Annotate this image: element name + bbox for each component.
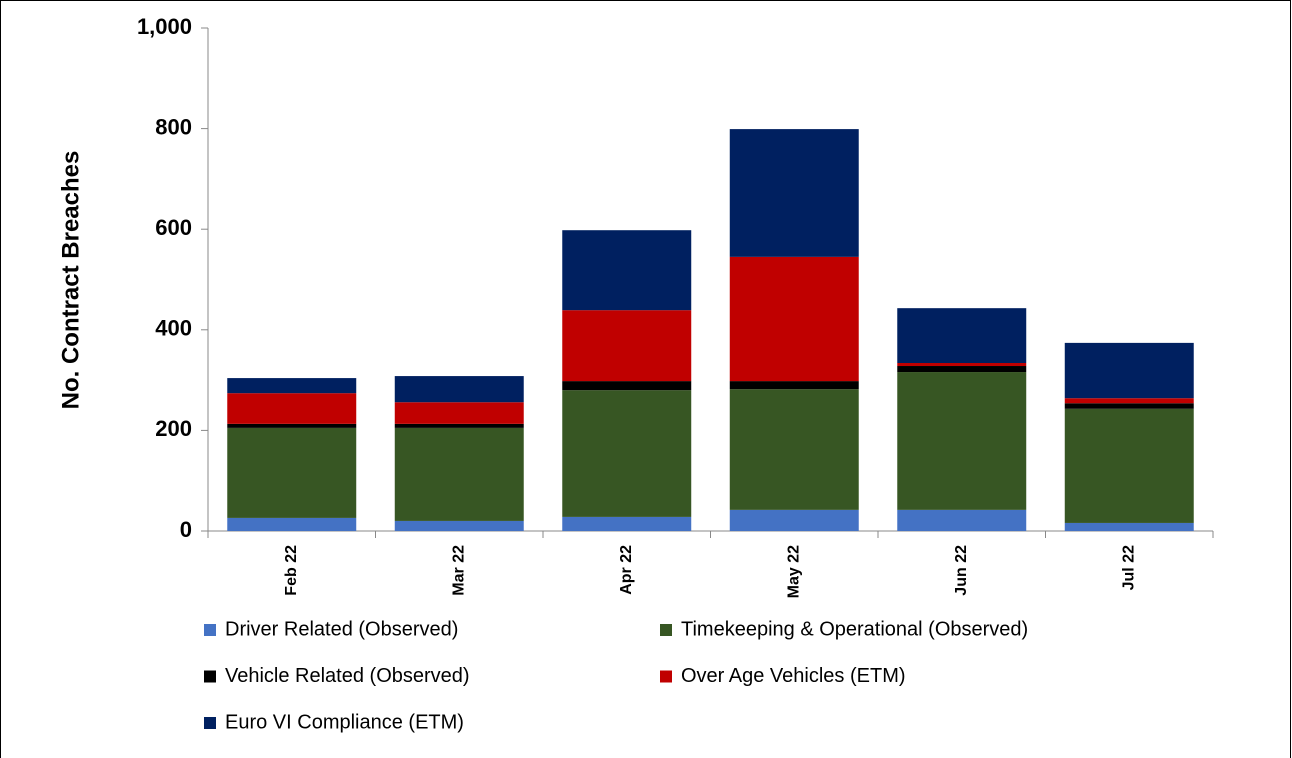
bar-segment — [729, 389, 859, 510]
legend-swatch — [204, 717, 216, 729]
bar-segment — [1064, 522, 1194, 531]
bar-segment — [729, 381, 859, 390]
bar-segment — [1064, 398, 1194, 404]
legend-label: Over Age Vehicles (ETM) — [681, 665, 906, 687]
x-tick-label: Jun 22 — [953, 545, 970, 596]
bar-segment — [562, 516, 692, 531]
y-axis-label: No. Contract Breaches — [57, 151, 84, 410]
bar-segment — [227, 517, 357, 531]
bar-segment — [227, 393, 357, 424]
legend-swatch — [660, 624, 672, 636]
x-tick-label: May 22 — [785, 545, 802, 598]
y-tick-label: 800 — [155, 114, 192, 139]
bar-segment — [562, 390, 692, 517]
bar-segment — [394, 402, 524, 424]
legend-label: Euro VI Compliance (ETM) — [225, 711, 464, 733]
bar-segment — [1064, 403, 1194, 409]
y-tick-label: 1,000 — [137, 14, 192, 39]
legend-swatch — [204, 624, 216, 636]
bar-segment — [394, 427, 524, 521]
x-tick-label: Apr 22 — [618, 545, 635, 595]
bar-segment — [729, 256, 859, 382]
legend-swatch — [660, 670, 672, 683]
x-tick-label: Feb 22 — [283, 545, 300, 596]
x-tick-label: Mar 22 — [450, 545, 467, 596]
bar-segment — [897, 372, 1027, 510]
bar-segment — [394, 520, 524, 531]
bar-segment — [562, 310, 692, 382]
bar-segment — [729, 509, 859, 531]
legend-swatch — [204, 670, 216, 683]
legend-label: Vehicle Related (Observed) — [225, 665, 470, 687]
bar-segment — [729, 129, 859, 257]
bar-segment — [394, 376, 524, 403]
bar-segment — [227, 423, 357, 428]
y-tick-label: 600 — [155, 215, 192, 240]
y-tick-label: 0 — [180, 517, 192, 542]
legend-label: Timekeeping & Operational (Observed) — [681, 618, 1028, 640]
bar-segment — [1064, 342, 1194, 399]
bar-segment — [562, 230, 692, 311]
y-tick-label: 400 — [155, 316, 192, 341]
bar-segment — [562, 381, 692, 391]
bar-segment — [897, 509, 1027, 531]
bar-segment — [897, 362, 1027, 367]
bar-segment — [1064, 408, 1194, 523]
bar-segment — [394, 423, 524, 428]
bar-segment — [897, 366, 1027, 373]
bar-segment — [897, 308, 1027, 363]
bar-segment — [227, 378, 357, 394]
x-tick-label: Jul 22 — [1120, 545, 1137, 590]
legend-label: Driver Related (Observed) — [225, 618, 458, 640]
bar-segment — [227, 427, 357, 518]
y-tick-label: 200 — [155, 416, 192, 441]
